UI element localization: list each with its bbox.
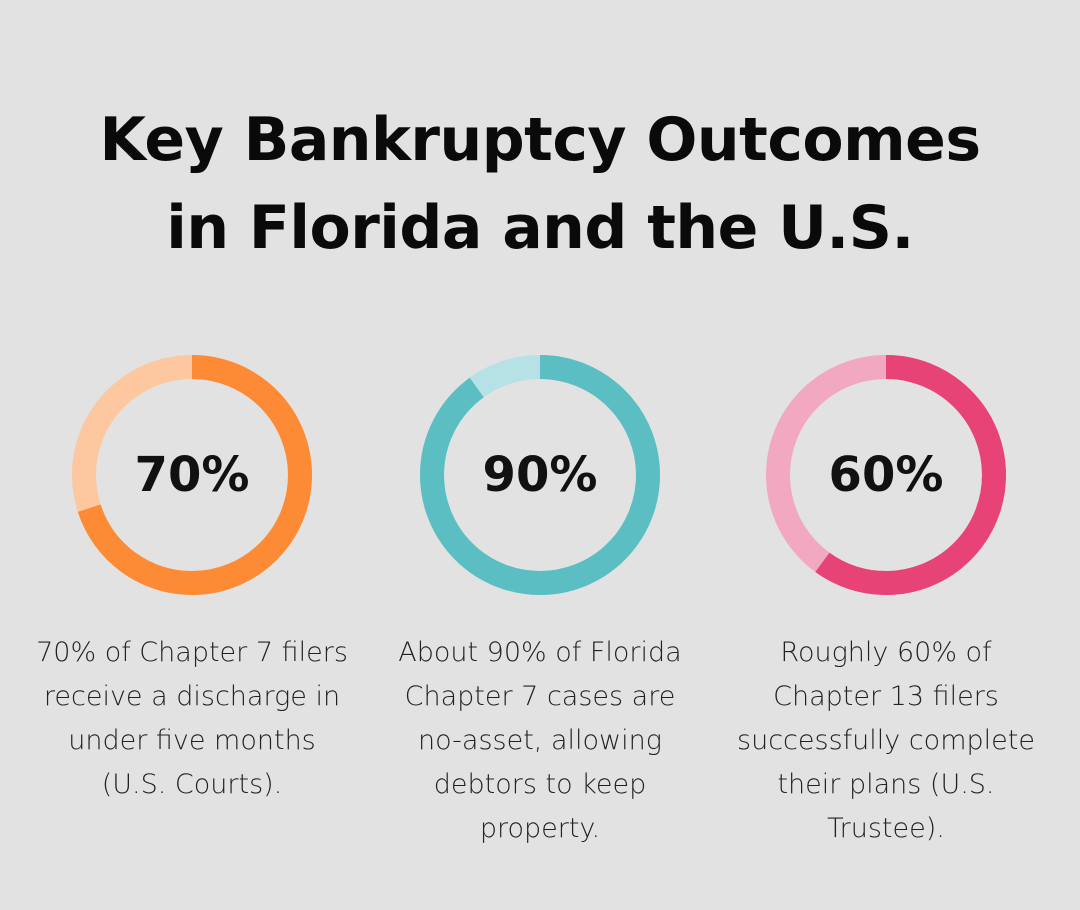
title-line-1: Key Bankruptcy Outcomes <box>99 105 981 175</box>
donut-value-label-3: 60% <box>829 447 944 503</box>
donut-chart-2: 90% <box>420 355 660 595</box>
infographic-title: Key Bankruptcy Outcomes in Florida and t… <box>0 96 1080 272</box>
donut-chart-1: 70% <box>72 355 312 595</box>
stat-card-chapter13-completion: 60% Roughly 60% of Chapter 13 filers suc… <box>716 350 1056 851</box>
donut-filled-arc-2 <box>420 355 660 595</box>
stat-card-florida-no-asset: 90% About 90% of Florida Chapter 7 cases… <box>370 350 710 851</box>
stat-caption-3: Roughly 60% of Chapter 13 filers success… <box>737 637 1035 844</box>
donut-filled-arc-3 <box>766 355 1006 595</box>
donut-value-label-2: 90% <box>483 447 598 503</box>
title-line-2: in Florida and the U.S. <box>166 193 914 263</box>
stat-card-chapter7-discharge: 70% 70% of Chapter 7 filers receive a di… <box>22 350 362 807</box>
donut-value-label-1: 70% <box>135 447 250 503</box>
donut-filled-arc-1 <box>72 355 312 595</box>
stat-caption-2: About 90% of Florida Chapter 7 cases are… <box>398 637 682 844</box>
donut-chart-3: 60% <box>766 355 1006 595</box>
stat-caption-1: 70% of Chapter 7 filers receive a discha… <box>36 637 348 800</box>
